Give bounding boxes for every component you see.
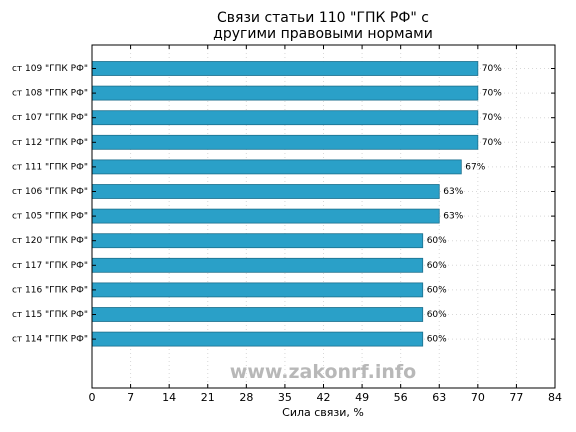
x-tick-label: 56 <box>394 391 408 404</box>
category-label: ст 111 "ГПК РФ" <box>12 162 88 172</box>
bar <box>91 110 479 126</box>
category-label: ст 112 "ГПК РФ" <box>12 138 88 148</box>
value-label: 60% <box>427 236 447 246</box>
value-label: 70% <box>482 113 502 123</box>
value-label: 70% <box>482 64 502 74</box>
value-label: 60% <box>427 310 447 320</box>
category-label: ст 120 "ГПК РФ" <box>12 236 88 246</box>
value-label: 63% <box>443 212 463 222</box>
value-label: 70% <box>482 138 502 148</box>
bar <box>91 257 424 273</box>
value-label: 70% <box>482 89 502 99</box>
x-tick-label: 42 <box>317 391 331 404</box>
value-label: 67% <box>465 162 485 172</box>
category-label: ст 116 "ГПК РФ" <box>12 285 88 295</box>
bar <box>91 61 479 76</box>
category-label: ст 106 "ГПК РФ" <box>12 187 88 197</box>
x-tick-label: 35 <box>278 391 292 404</box>
x-tick-label: 70 <box>471 391 485 404</box>
x-tick-label: 84 <box>548 391 562 404</box>
category-label: ст 108 "ГПК РФ" <box>12 89 88 99</box>
bar <box>91 331 424 347</box>
bar <box>91 233 424 249</box>
watermark: www.zakonrf.info <box>230 361 416 383</box>
category-label: ст 107 "ГПК РФ" <box>12 113 88 123</box>
x-tick-label: 63 <box>432 391 446 404</box>
x-tick-label: 14 <box>162 391 176 404</box>
value-label: 60% <box>427 261 447 271</box>
category-label: ст 105 "ГПК РФ" <box>12 212 88 222</box>
x-tick-label: 21 <box>201 391 215 404</box>
bar <box>91 134 479 150</box>
category-label: ст 109 "ГПК РФ" <box>12 64 88 74</box>
x-axis-label: Сила связи, % <box>282 406 364 419</box>
category-label: ст 117 "ГПК РФ" <box>12 261 88 271</box>
x-tick-label: 49 <box>355 391 369 404</box>
category-label: ст 115 "ГПК РФ" <box>12 310 88 320</box>
x-tick-label: 0 <box>89 391 96 404</box>
x-axis-ticks: 0 7 14 21 28 35 42 49 56 63 70 77 84 <box>89 45 562 404</box>
category-label: ст 114 "ГПК РФ" <box>12 335 88 345</box>
bar <box>91 307 424 322</box>
chart-title-line-2: другими правовыми нормами <box>213 26 433 42</box>
bar <box>91 208 440 224</box>
value-label: 60% <box>427 285 447 295</box>
bar <box>91 282 424 298</box>
x-tick-label: 77 <box>509 391 523 404</box>
chart-title-line-1: Связи статьи 110 "ГПК РФ" с <box>217 10 429 26</box>
bar <box>91 184 440 199</box>
x-tick-label: 28 <box>239 391 253 404</box>
bars: ст 109 "ГПК РФ" 70% ст 108 "ГПК РФ" 70% ст 1… <box>12 61 502 347</box>
bar <box>91 159 462 175</box>
value-label: 60% <box>427 335 447 345</box>
bar <box>91 85 479 101</box>
value-label: 63% <box>443 187 463 197</box>
x-tick-label: 7 <box>127 391 134 404</box>
